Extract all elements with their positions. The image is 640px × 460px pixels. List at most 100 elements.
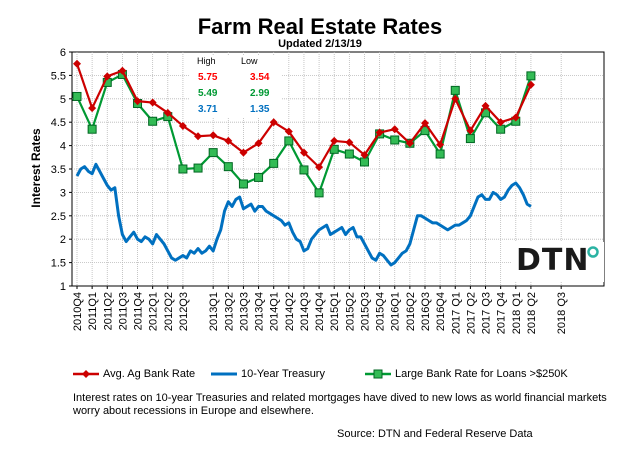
- data-point: [466, 126, 475, 135]
- x-tick-label: 2013Q2: [223, 292, 235, 331]
- data-point: [299, 148, 308, 157]
- x-tick-label: 2017 Q4: [496, 292, 508, 334]
- y-tick-label: 1: [60, 281, 66, 293]
- data-point: [496, 118, 505, 127]
- data-point: [526, 71, 536, 81]
- x-tick-label: 2017 Q1: [450, 292, 462, 334]
- y-tick-label: 3.5: [51, 164, 66, 176]
- data-point: [284, 127, 293, 136]
- x-tick-label: 2013Q4: [254, 292, 266, 331]
- source-note: Source: DTN and Federal Reserve Data: [337, 428, 533, 440]
- y-tick-label: 2: [60, 234, 66, 246]
- x-tick-label: 2011Q3: [117, 292, 129, 330]
- data-point: [178, 164, 188, 174]
- legend-swatch-diamond-icon: [73, 370, 99, 379]
- caption: Interest rates on 10-year Treasuries and…: [73, 392, 607, 417]
- x-tick-label: 2011Q4: [133, 292, 145, 330]
- y-axis: 1 1.5 2 2.5 3 3.5 4 4.5 5 5.5 6: [51, 47, 72, 293]
- legend-label: Avg. Ag Bank Rate: [103, 368, 196, 380]
- data-point: [405, 139, 414, 148]
- x-tick-label: 2014Q1: [269, 292, 281, 331]
- data-point: [436, 140, 445, 149]
- data-point: [390, 135, 400, 145]
- data-point: [224, 136, 233, 145]
- data-point: [148, 116, 158, 126]
- data-point: [178, 121, 187, 130]
- data-point: [193, 163, 203, 173]
- data-point: [209, 131, 218, 140]
- x-tick-label: 2013Q3: [238, 292, 250, 331]
- data-point: [87, 124, 97, 134]
- logo-text: DTN: [516, 243, 590, 278]
- stats-low-value: 2.99: [250, 88, 270, 99]
- data-point: [118, 66, 127, 75]
- y-tick-label: 5: [60, 94, 66, 106]
- data-point: [239, 148, 248, 157]
- data-point: [511, 113, 520, 122]
- data-point: [390, 125, 399, 134]
- x-tick-label: 2018 Q3: [556, 292, 568, 334]
- data-point: [284, 136, 294, 146]
- x-tick-label: 2012Q2: [163, 292, 175, 331]
- x-axis: 2010Q4 2011Q1 2011Q2 2011Q3 2011Q4 2012Q1 2012…: [72, 286, 568, 334]
- data-point: [194, 132, 203, 141]
- x-tick-label: 2015Q3: [359, 292, 371, 331]
- x-tick-label: 2015Q4: [375, 292, 387, 331]
- series-line: [75, 162, 532, 267]
- data-point: [344, 149, 354, 159]
- data-point: [163, 108, 172, 117]
- data-point: [526, 80, 535, 89]
- data-point: [269, 158, 279, 168]
- data-point: [238, 179, 248, 189]
- data-point: [360, 150, 369, 159]
- data-point: [451, 94, 460, 103]
- x-tick-label: 2015Q2: [344, 292, 356, 331]
- data-point: [465, 134, 475, 144]
- stats-low-value: 3.54: [250, 72, 270, 83]
- data-point: [269, 118, 278, 127]
- data-point: [72, 91, 82, 101]
- legend-swatch-square-icon: [365, 369, 391, 379]
- data-point: [481, 101, 490, 110]
- x-tick-label: 2016Q4: [435, 292, 447, 331]
- legend-swatch-line-icon: [211, 372, 237, 376]
- x-tick-label: 2013Q1: [208, 292, 220, 331]
- data-point: [208, 148, 218, 158]
- stats-high-value: 5.75: [198, 72, 218, 83]
- x-tick-label: 2015Q1: [329, 292, 341, 331]
- x-tick-label: 2018 Q1: [511, 292, 523, 334]
- x-tick-label: 2011Q2: [102, 292, 114, 330]
- stats-low-header: Low: [241, 56, 258, 66]
- y-tick-label: 4.5: [51, 117, 66, 129]
- legend-label: Large Bank Rate for Loans >$250K: [395, 368, 568, 380]
- data-point: [315, 163, 324, 172]
- data-point: [148, 98, 157, 107]
- x-tick-label: 2016Q1: [390, 292, 402, 331]
- legend-item-large-bank: Large Bank Rate for Loans >$250K: [365, 368, 568, 380]
- logo-mark-icon: [587, 246, 599, 258]
- data-point: [103, 72, 112, 81]
- x-tick-label: 2016Q2: [405, 292, 417, 331]
- stats-low-value: 1.35: [250, 104, 270, 115]
- data-point: [314, 188, 324, 198]
- y-axis-label: Interest Rates: [29, 128, 43, 208]
- x-tick-label: 2010Q4: [72, 292, 84, 331]
- y-tick-label: 6: [60, 47, 66, 59]
- stats-table: High Low 5.75 3.54 5.49 2.99 3.71 1.35: [190, 56, 282, 118]
- data-point: [450, 85, 460, 95]
- dtn-logo: DTN: [512, 242, 604, 282]
- data-point: [330, 136, 339, 145]
- data-point: [223, 162, 233, 172]
- data-point: [133, 97, 142, 106]
- y-tick-label: 1.5: [51, 258, 66, 270]
- data-point: [359, 157, 369, 167]
- stats-background: [190, 56, 282, 118]
- data-point: [254, 139, 263, 148]
- data-point: [73, 59, 81, 68]
- x-tick-label: 2017 Q2: [465, 292, 477, 334]
- data-point: [88, 104, 97, 113]
- data-point: [345, 138, 354, 147]
- stats-high-value: 5.49: [198, 88, 218, 99]
- x-tick-label: 2016Q3: [420, 292, 432, 331]
